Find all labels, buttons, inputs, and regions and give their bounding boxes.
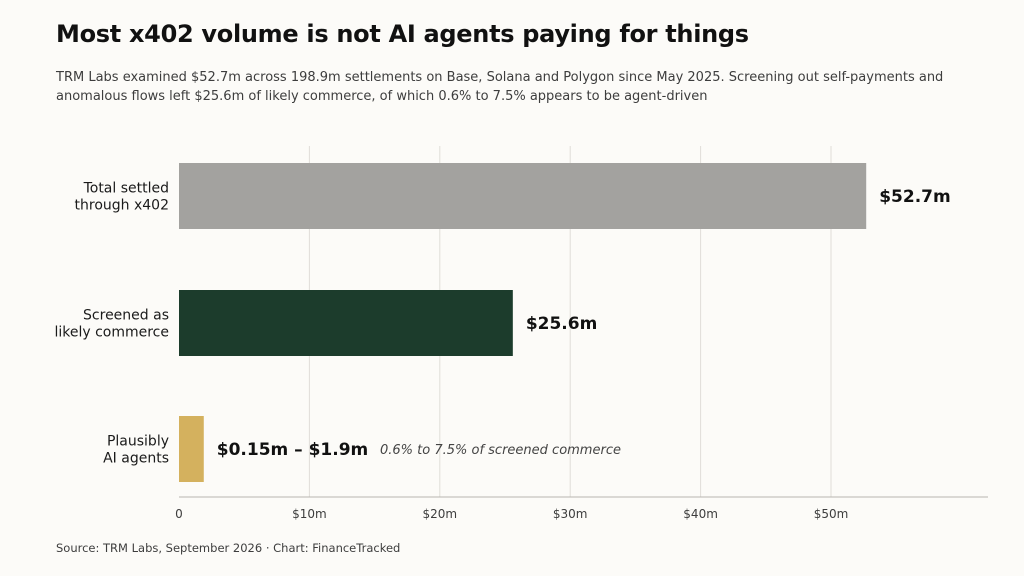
- x-tick-label: $10m: [292, 507, 327, 521]
- chart-title: Most x402 volume is not AI agents paying…: [56, 20, 749, 48]
- x-tick-label: $30m: [553, 507, 588, 521]
- category-label: Screened as: [83, 308, 169, 324]
- category-label: AI agents: [103, 451, 169, 467]
- bar: [179, 163, 867, 229]
- x-tick-label: $50m: [814, 507, 849, 521]
- category-label: Total settled: [83, 181, 169, 197]
- value-label: $52.7m: [879, 187, 951, 207]
- x-tick-label: $20m: [423, 507, 458, 521]
- category-label: likely commerce: [54, 325, 169, 341]
- x-tick-label: 0: [175, 507, 183, 521]
- chart-subtitle: TRM Labs examined $52.7m across 198.9m s…: [56, 70, 944, 104]
- value-label: $0.15m – $1.9m: [217, 440, 368, 460]
- bar: [179, 290, 513, 356]
- x-tick-label: $40m: [683, 507, 718, 521]
- category-label: Plausibly: [107, 434, 169, 450]
- value-label: $25.6m: [526, 314, 598, 334]
- bar-annotation: 0.6% to 7.5% of screened commerce: [380, 443, 621, 458]
- source-note: Source: TRM Labs, September 2026 · Chart…: [56, 541, 401, 555]
- bar: [179, 416, 204, 482]
- category-label: through x402: [75, 198, 169, 214]
